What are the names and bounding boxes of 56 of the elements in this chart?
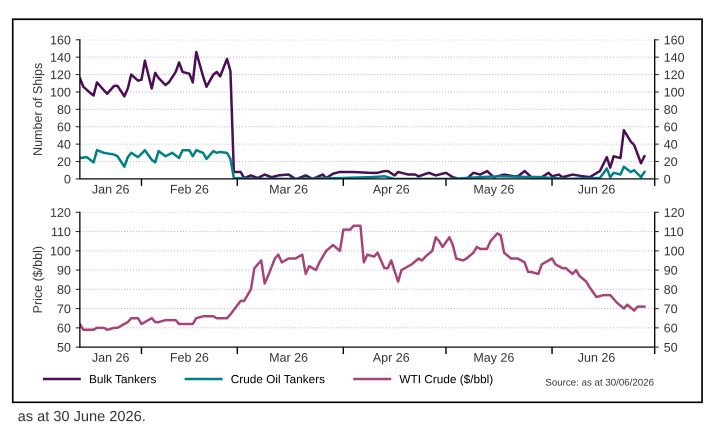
y-axis-title: Number of Ships xyxy=(32,63,44,155)
y-tick-label: 100 xyxy=(50,246,70,256)
y2-tick-label: 40 xyxy=(664,140,678,149)
y2-tick-label: 160 xyxy=(664,36,684,44)
y2-tick-label: 120 xyxy=(664,70,684,80)
y-tick-label: 80 xyxy=(58,285,70,294)
line-series xyxy=(80,148,646,179)
y-tick-label: 100 xyxy=(50,88,70,97)
legend-label: Bulk Tankers xyxy=(90,374,156,384)
y2-tick-label: 80 xyxy=(664,285,678,294)
y2-tick-label: 140 xyxy=(664,52,684,62)
y-tick-label: 120 xyxy=(50,70,70,80)
y-tick-label: 120 xyxy=(50,208,70,217)
x-tick-label: Feb 26 xyxy=(170,352,208,362)
y2-tick-label: 50 xyxy=(664,342,678,352)
x-tick-label: Jan 26 xyxy=(92,352,129,362)
y-tick-label: 20 xyxy=(58,157,70,166)
x-tick-label: Apr 26 xyxy=(372,184,410,196)
y-tick-label: 0 xyxy=(64,174,70,184)
line-series xyxy=(80,224,646,332)
y-tick-label: 110 xyxy=(52,227,70,236)
x-tick-label: May 26 xyxy=(474,352,514,364)
x-tick-label: Mar 26 xyxy=(270,352,308,362)
source-note: Source: as at 30/06/2026 xyxy=(546,378,654,386)
y-tick-label: 60 xyxy=(58,122,70,132)
y-tick-label: 40 xyxy=(57,140,70,149)
y-tick-label: 90 xyxy=(58,266,70,275)
y-tick-label: 80 xyxy=(58,105,70,114)
legend-label: Crude Oil Tankers xyxy=(231,374,325,384)
x-tick-label: Mar 26 xyxy=(270,184,308,194)
y2-tick-label: 60 xyxy=(664,324,678,332)
y2-tick-label: 60 xyxy=(664,122,678,132)
x-tick-label: Jun 26 xyxy=(578,184,615,194)
y-tick-label: 70 xyxy=(58,304,70,314)
y-tick-label: 50 xyxy=(57,342,70,352)
x-tick-label: May 26 xyxy=(474,184,514,196)
text: as at 30 June 2026. xyxy=(18,410,144,422)
y-tick-label: 160 xyxy=(50,36,70,44)
y2-tick-label: 100 xyxy=(664,88,684,97)
y-tick-label: 60 xyxy=(58,324,70,332)
y2-tick-label: 110 xyxy=(664,227,684,236)
line-series xyxy=(80,50,646,179)
x-tick-label: Jan 26 xyxy=(92,184,129,194)
y2-tick-label: 0 xyxy=(664,174,670,184)
x-tick-label: Feb 26 xyxy=(170,184,208,194)
y2-tick-label: 80 xyxy=(664,105,678,114)
x-tick-label: Apr 26 xyxy=(372,352,410,364)
y2-tick-label: 120 xyxy=(664,208,684,217)
legend-label: WTI Crude ($/bbl) xyxy=(399,374,492,386)
x-tick-label: Jun 26 xyxy=(578,352,615,362)
y2-tick-label: 90 xyxy=(664,266,678,275)
y2-tick-label: 70 xyxy=(664,304,678,314)
y2-tick-label: 20 xyxy=(664,157,678,166)
y2-tick-label: 100 xyxy=(664,246,684,256)
y-tick-label: 140 xyxy=(50,52,70,62)
y-axis-title: Price ($/bbl) xyxy=(32,246,44,312)
